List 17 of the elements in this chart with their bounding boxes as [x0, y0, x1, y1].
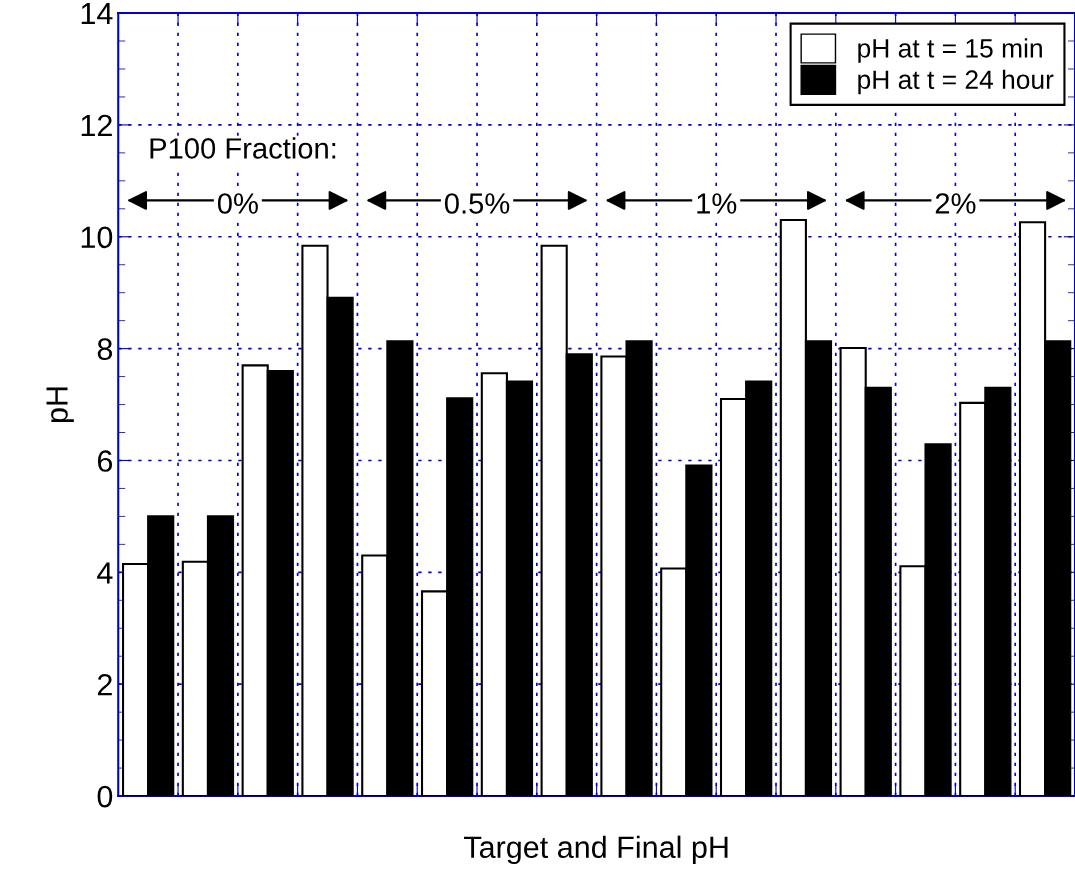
y-tick-label: 8 — [97, 338, 113, 360]
annotation: 1% — [697, 193, 737, 214]
annotation: 2% — [935, 193, 976, 214]
x-axis-title: Target and Final pH — [464, 835, 728, 865]
y-axis-title: pH — [46, 387, 74, 423]
y-tick-label: 12 — [81, 114, 112, 136]
y-tick-label: 14 — [81, 3, 113, 25]
y-tick-label: 6 — [97, 450, 113, 472]
y-tick-label: 10 — [81, 226, 113, 249]
annotation: 0% — [217, 193, 258, 214]
legend-label: pH at t = 24 hour — [858, 69, 1054, 95]
y-tick-label: 4 — [97, 562, 113, 584]
y-tick-label: 0 — [97, 785, 113, 808]
annotation: P100 Fraction: — [150, 137, 336, 159]
y-tick-label: 2 — [97, 673, 112, 696]
legend-label: pH at t = 15 min — [858, 38, 1042, 63]
annotation: 0.5% — [444, 193, 510, 214]
